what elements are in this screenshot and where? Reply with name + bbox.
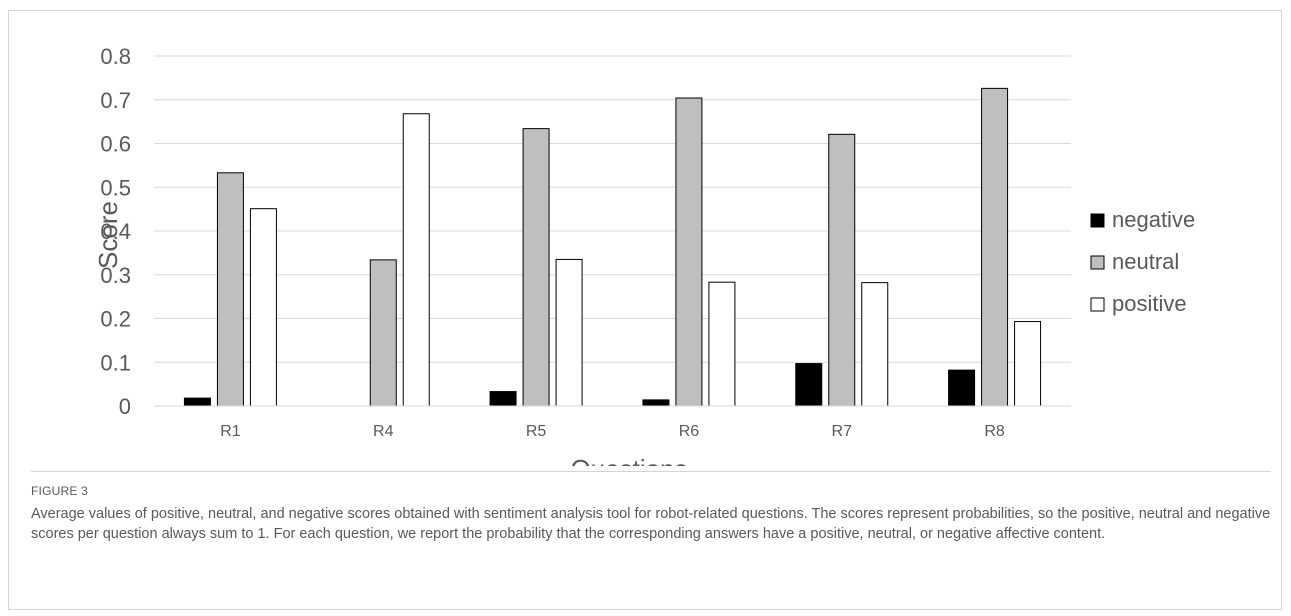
bar-positive-R1 (249, 208, 277, 407)
caption-text: Average values of positive, neutral, and… (31, 506, 1271, 542)
bar-positive-R5 (555, 258, 583, 407)
bar-negative-R5 (489, 391, 517, 407)
bar-neutral-R6 (675, 97, 703, 407)
bar-neutral-R7 (828, 133, 856, 407)
y-axis-label: Score (93, 201, 123, 269)
bar-positive-R4 (402, 113, 430, 407)
y-tick-label: 0.2 (100, 307, 131, 332)
x-tick-label: R1 (220, 423, 241, 440)
bar-positive-R7 (861, 282, 889, 407)
legend-label-negative: negative (1112, 207, 1195, 232)
legend: negative neutral positive (1090, 207, 1195, 316)
legend-label-positive: positive (1112, 291, 1187, 316)
y-tick-labels: 0 0.1 0.2 0.3 0.4 0.5 0.6 0.7 0.8 (100, 44, 131, 419)
bar-positive-R6 (708, 281, 736, 407)
legend-label-neutral: neutral (1112, 249, 1179, 274)
figure-caption: FIGURE 3 Average values of positive, neu… (31, 471, 1271, 544)
y-tick-label: 0.3 (100, 263, 131, 288)
bar-negative-R1 (183, 397, 211, 407)
bar-neutral-R1 (216, 172, 244, 407)
y-tick-label: 0.8 (100, 44, 131, 69)
bar-negative-R8 (948, 369, 976, 407)
legend-swatch-positive (1090, 297, 1105, 312)
y-tick-label: 0 (119, 394, 131, 419)
gridlines (154, 55, 1071, 363)
x-tick-labels: R1 R4 R5 R6 R7 R8 (220, 423, 1005, 440)
x-tick-label: R4 (373, 423, 394, 440)
y-tick-label: 0.1 (100, 350, 131, 375)
bar-neutral-R8 (981, 87, 1009, 407)
y-tick-label: 0.5 (100, 175, 131, 200)
bars (183, 87, 1042, 407)
legend-swatch-negative (1090, 213, 1105, 228)
x-tick-label: R5 (526, 423, 547, 440)
bar-neutral-R4 (369, 259, 397, 407)
bar-negative-R6 (642, 399, 670, 407)
legend-swatch-neutral (1090, 255, 1105, 270)
x-tick-label: R7 (832, 423, 853, 440)
x-tick-label: R8 (984, 423, 1005, 440)
bar-positive-R8 (1014, 321, 1042, 407)
y-tick-label: 0.7 (100, 88, 131, 113)
bar-neutral-R5 (522, 128, 550, 407)
y-tick-label: 0.4 (100, 219, 131, 244)
figure-label: FIGURE 3 (31, 484, 88, 498)
x-axis-label: Questions (570, 454, 687, 466)
bar-chart: 0 0.1 0.2 0.3 0.4 0.5 0.6 0.7 0.8 R1 R4 R5 R6 R7 R8 S… (93, 44, 1195, 466)
y-tick-label: 0.6 (100, 132, 131, 157)
bar-negative-R7 (795, 363, 823, 407)
figure-frame: 0 0.1 0.2 0.3 0.4 0.5 0.6 0.7 0.8 R1 R4 R5 R6 R7 R8 S… (8, 10, 1282, 610)
x-tick-label: R6 (679, 423, 700, 440)
